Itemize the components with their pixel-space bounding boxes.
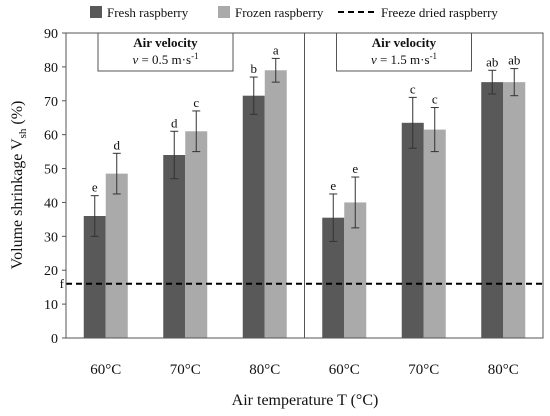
y-axis-title: Volume shrinkage Vsh (%): [9, 101, 29, 270]
x-tick-label: 60°C: [90, 362, 121, 378]
bar: [481, 82, 504, 338]
significance-letter: ab: [508, 53, 520, 68]
significance-letter: e: [92, 180, 98, 195]
y-axis: 0 10 20 30 40 50 60 70 80 90: [44, 27, 66, 347]
bar: [423, 129, 446, 338]
significance-letter: d: [114, 137, 121, 152]
x-axis-title: Air temperature T (°C): [232, 392, 379, 409]
air-velocity-title: Air velocity: [372, 35, 437, 50]
plot-frame: [65, 32, 544, 339]
air-velocity-exponent: -1: [430, 51, 438, 61]
significance-letter: e: [352, 161, 358, 176]
y-tick-label: 50: [44, 163, 58, 178]
legend-swatch-fresh: [90, 6, 102, 18]
significance-letter: b: [251, 61, 258, 76]
bar: [401, 122, 424, 338]
legend-label-frozen: Frozen raspberry: [235, 5, 324, 20]
y-tick-label: 10: [44, 298, 58, 313]
y-tick-label: 70: [44, 95, 58, 110]
significance-letter: ab: [486, 54, 498, 69]
legend-swatch-frozen: [218, 6, 230, 18]
significance-letter: c: [193, 95, 199, 110]
x-tick-label: 80°C: [249, 362, 280, 378]
y-tick-label: 60: [44, 129, 58, 144]
bar: [322, 217, 345, 338]
air-velocity-number: = 1.5 m·s: [377, 52, 430, 67]
y-tick-label: 30: [44, 230, 58, 245]
y-tick-label: 80: [44, 61, 58, 76]
bar: [105, 173, 128, 338]
bar: [503, 82, 526, 338]
air-velocity-title: Air velocity: [133, 35, 198, 50]
y-tick-label: 20: [44, 264, 58, 279]
y-tick-label: 40: [44, 196, 58, 211]
bar: [242, 95, 265, 338]
bar: [185, 131, 208, 338]
bar: [344, 202, 367, 338]
significance-letter: d: [171, 115, 178, 130]
significance-letter: e: [330, 178, 336, 193]
air-velocity-number: = 0.5 m·s: [138, 52, 191, 67]
air-velocity-box: [336, 32, 472, 72]
air-velocity-value: v = 0.5 m·s-1: [132, 51, 198, 67]
bar: [264, 70, 287, 339]
x-tick-label: 80°C: [488, 362, 519, 378]
significance-letter: c: [410, 81, 416, 96]
x-tick-label: 70°C: [170, 362, 201, 378]
y-tick-label: 0: [51, 332, 58, 347]
bar: [83, 216, 106, 338]
legend-label-freeze-dried: Freeze dried raspberry: [381, 5, 498, 20]
reference-line-letter: f: [60, 276, 65, 291]
y-tick-label: 90: [44, 27, 58, 42]
air-velocity-symbol: v: [132, 52, 138, 67]
legend: Fresh raspberry Frozen raspberry Freeze …: [90, 5, 498, 20]
reference-line-group: f: [60, 276, 543, 291]
significance-letter: c: [432, 92, 438, 107]
air-velocity-symbol: v: [371, 52, 377, 67]
air-velocity-value: v = 1.5 m·s-1: [371, 51, 437, 67]
x-tick-label: 60°C: [329, 362, 360, 378]
legend-label-fresh: Fresh raspberry: [107, 5, 189, 20]
significance-letter: a: [273, 42, 279, 57]
x-tick-label: 70°C: [408, 362, 439, 378]
air-velocity-box: [97, 32, 234, 72]
air-velocity-exponent: -1: [191, 51, 199, 61]
bar: [163, 155, 186, 338]
